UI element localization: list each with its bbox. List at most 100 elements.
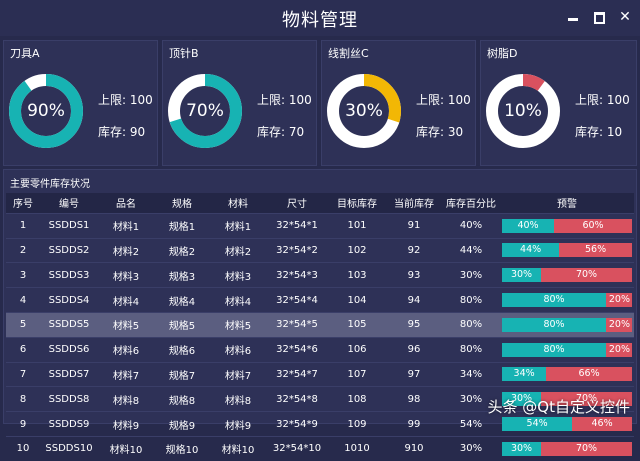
- table-cell: 32*54*9: [266, 411, 328, 437]
- table-cell: SSDDS3: [40, 262, 98, 288]
- gauge-percent: 70%: [186, 101, 224, 121]
- table-cell: 8: [6, 386, 40, 412]
- table-row[interactable]: 7 SSDDS7 材料7 规格7 材料7 32*54*7 107 97 34% 34% 66%: [6, 361, 634, 387]
- table-cell: SSDDS6: [40, 336, 98, 363]
- warning-bar-ok: 54%: [502, 417, 573, 432]
- table-cell: 5: [6, 311, 40, 338]
- warning-bar: 34% 66%: [502, 367, 632, 382]
- table-cell: 材料9: [210, 411, 266, 437]
- table-row[interactable]: 5 SSDDS5 材料5 规格5 材料5 32*54*5 105 95 80% 80% 20%: [6, 311, 634, 338]
- table-row[interactable]: 1 SSDDS1 材料1 规格1 材料1 32*54*1 101 91 40% 40% 60%: [6, 212, 634, 239]
- table-cell: 材料8: [98, 386, 154, 412]
- column-header[interactable]: 品名: [98, 193, 154, 214]
- column-header[interactable]: 当前库存: [386, 193, 442, 214]
- parts-inventory-panel: 主要零件库存状况 序号 编号 品名 规格 材料 尺寸 目标库存 当前库存 库存百…: [3, 169, 637, 461]
- warning-bar: 30% 70%: [502, 392, 632, 407]
- warning-bar-ok: 30%: [502, 268, 541, 283]
- table-cell: 材料3: [98, 262, 154, 288]
- table-cell: 规格9: [154, 411, 210, 437]
- table-cell: 109: [328, 411, 386, 437]
- card-title: 刀具A: [10, 47, 40, 60]
- column-header[interactable]: 目标库存: [328, 193, 386, 214]
- warning-bar: 54% 46%: [502, 417, 632, 432]
- table-cell: 910: [386, 435, 442, 461]
- ring-arc: [9, 74, 83, 148]
- table-cell: 102: [328, 237, 386, 263]
- table-body: 1 SSDDS1 材料1 规格1 材料1 32*54*1 101 91 40% 40% 60% 2 SS…: [6, 212, 634, 461]
- table-cell: 规格10: [154, 435, 210, 461]
- table-cell: 91: [386, 212, 442, 239]
- table-cell: 7: [6, 361, 40, 387]
- warning-bar-ok: 44%: [502, 243, 560, 258]
- stock-value: 库存: 70: [257, 125, 305, 139]
- warning-bar-rest: 20%: [606, 342, 632, 357]
- table-cell: 材料3: [210, 262, 266, 288]
- table-cell: 40%: [442, 212, 500, 239]
- table-cell: 30%: [442, 262, 500, 288]
- table-cell: 材料1: [210, 212, 266, 239]
- warning-bar: 40% 60%: [502, 218, 632, 233]
- ring-arc: [486, 74, 560, 148]
- table-row[interactable]: 6 SSDDS6 材料6 规格6 材料6 32*54*6 106 96 80% 80% 20%: [6, 336, 634, 363]
- table-cell: 104: [328, 287, 386, 313]
- title-bar: 物料管理 ✕: [0, 0, 640, 36]
- table-row[interactable]: 4 SSDDS4 材料4 规格4 材料4 32*54*4 104 94 80% 80% 20%: [6, 287, 634, 313]
- stock-value: 库存: 30: [416, 125, 464, 139]
- warning-bar: 80% 20%: [502, 317, 632, 332]
- close-icon[interactable]: ✕: [619, 9, 631, 25]
- table-cell: 9: [6, 411, 40, 437]
- table-cell: 98: [386, 386, 442, 412]
- column-header[interactable]: 预警: [500, 193, 634, 214]
- material-cards: 刀具A 90% 上限: 100 库存: 90 顶针B 70% 上限: 100 库…: [3, 40, 637, 166]
- table-cell: SSDDS8: [40, 386, 98, 412]
- table-cell: 10: [6, 435, 40, 461]
- table-cell: 32*54*7: [266, 361, 328, 387]
- warning-bar: 30% 70%: [502, 268, 632, 283]
- card-wire-c: 线割丝C 30% 上限: 100 库存: 30: [321, 40, 476, 166]
- column-header[interactable]: 材料: [210, 193, 266, 214]
- table-cell: 97: [386, 361, 442, 387]
- table-cell: 108: [328, 386, 386, 412]
- column-header[interactable]: 规格: [154, 193, 210, 214]
- table-cell: 34%: [442, 361, 500, 387]
- column-header[interactable]: 编号: [40, 193, 98, 214]
- table-cell: 94: [386, 287, 442, 313]
- warning-bar: 80% 20%: [502, 342, 632, 357]
- table-cell: 93: [386, 262, 442, 288]
- table-cell: 材料5: [210, 311, 266, 338]
- table-cell: 30%: [442, 386, 500, 412]
- card-resin-d: 树脂D 10% 上限: 100 库存: 10: [480, 40, 637, 166]
- upper-limit: 上限: 100: [257, 93, 312, 107]
- minimize-icon[interactable]: [566, 10, 580, 24]
- ring-arc: [168, 74, 242, 148]
- table-cell: 材料2: [210, 237, 266, 263]
- table-row[interactable]: 8 SSDDS8 材料8 规格8 材料8 32*54*8 108 98 30% 30% 70%: [6, 386, 634, 412]
- column-header[interactable]: 序号: [6, 193, 40, 214]
- table-cell: 101: [328, 212, 386, 239]
- table-cell: 95: [386, 311, 442, 338]
- table-cell: 材料7: [210, 361, 266, 387]
- warning-bar-ok: 34%: [502, 367, 547, 382]
- table-cell: 32*54*4: [266, 287, 328, 313]
- maximize-icon[interactable]: [592, 10, 606, 24]
- warning-cell: 30% 70%: [500, 262, 634, 288]
- table-cell: 92: [386, 237, 442, 263]
- warning-cell: 40% 60%: [500, 212, 634, 239]
- column-header[interactable]: 库存百分比: [442, 193, 500, 214]
- table-cell: 32*54*6: [266, 336, 328, 363]
- table-cell: 材料6: [210, 336, 266, 363]
- window-controls: ✕: [566, 10, 632, 24]
- table-row[interactable]: 3 SSDDS3 材料3 规格3 材料3 32*54*3 103 93 30% 30% 70%: [6, 262, 634, 288]
- table-cell: 规格1: [154, 212, 210, 239]
- warning-bar-rest: 20%: [606, 317, 632, 332]
- warning-bar-rest: 66%: [546, 367, 632, 382]
- ring-gauge: [9, 74, 83, 148]
- table-cell: 96: [386, 336, 442, 363]
- column-header[interactable]: 尺寸: [266, 193, 328, 214]
- table-cell: 材料9: [98, 411, 154, 437]
- warning-cell: 44% 56%: [500, 237, 634, 263]
- table-row[interactable]: 2 SSDDS2 材料2 规格2 材料2 32*54*2 102 92 44% 44% 56%: [6, 237, 634, 263]
- table-cell: SSDDS10: [40, 435, 98, 461]
- table-cell: 99: [386, 411, 442, 437]
